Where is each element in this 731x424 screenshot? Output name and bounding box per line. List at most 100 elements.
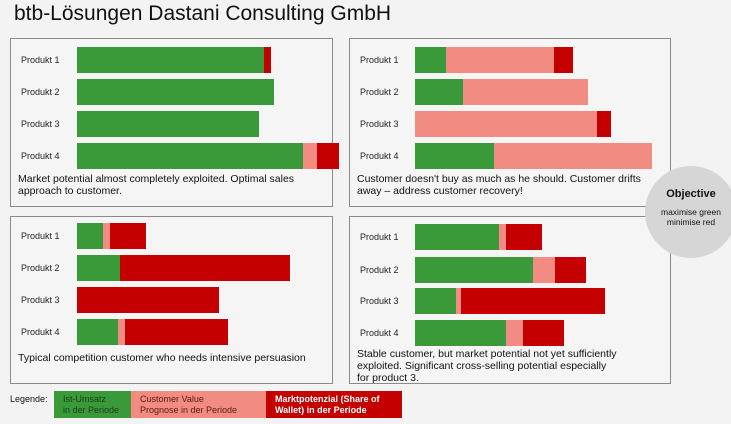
- bar-segment-customer-value: [456, 288, 461, 314]
- product-label: Produkt 2: [360, 87, 399, 97]
- legend-item-market-potential-line-2: Wallet) in der Periode: [275, 405, 367, 415]
- stacked-bar: [77, 143, 339, 169]
- stacked-bar: [415, 47, 573, 73]
- product-label: Produkt 2: [21, 263, 60, 273]
- bar-segment-actual-sales: [77, 223, 103, 249]
- product-row: Produkt 4: [11, 143, 339, 169]
- bar-segment-customer-value: [415, 111, 597, 137]
- bar-segment-market-potential: [554, 47, 573, 73]
- product-row: Produkt 1: [11, 47, 332, 73]
- bar-segment-actual-sales: [77, 319, 118, 345]
- product-label: Produkt 2: [360, 265, 399, 275]
- panel-caption: Customer doesn't buy as much as he shoul…: [357, 173, 641, 197]
- quadrant-panel: Produkt 1 Produkt 2 Produkt 3 Produkt 4 Mark…: [10, 38, 339, 207]
- quadrant-panel: Produkt 1 Produkt 2 Produkt 3 Produkt 4 Cust…: [349, 38, 671, 207]
- product-row: Produkt 2: [11, 79, 332, 105]
- product-row: Produkt 2: [350, 257, 670, 283]
- product-row: Produkt 1: [350, 224, 670, 250]
- product-label: Produkt 3: [21, 295, 60, 305]
- stacked-bar: [415, 257, 586, 283]
- product-label: Produkt 1: [360, 55, 399, 65]
- stacked-bar: [415, 143, 652, 169]
- stacked-bar: [415, 79, 588, 105]
- product-label: Produkt 1: [21, 231, 60, 241]
- panel-caption: Typical competition customer who needs i…: [18, 352, 306, 364]
- bar-segment-actual-sales: [77, 79, 274, 105]
- bar-segment-market-potential: [461, 288, 605, 314]
- product-label: Produkt 4: [360, 328, 399, 338]
- bar-segment-actual-sales: [77, 111, 259, 137]
- product-label: Produkt 3: [360, 119, 399, 129]
- bar-segment-actual-sales: [415, 257, 533, 283]
- stacked-bar: [77, 319, 228, 345]
- stacked-bar: [77, 79, 274, 105]
- stacked-bar: [415, 320, 564, 346]
- legend-label: Legende:: [10, 394, 48, 404]
- bar-segment-market-potential: [125, 319, 228, 345]
- objective-line-1: maximise green: [661, 207, 721, 217]
- bar-segment-actual-sales: [415, 224, 499, 250]
- bar-segment-actual-sales: [415, 320, 506, 346]
- bar-segment-actual-sales: [415, 47, 446, 73]
- bar-segment-actual-sales: [77, 255, 120, 281]
- bar-segment-market-potential: [597, 111, 611, 137]
- quadrant-panel: Produkt 1 Produkt 2 Produkt 3 Produkt 4 Stab…: [349, 216, 671, 384]
- product-row: Produkt 4: [350, 320, 670, 346]
- legend-item-customer-value-line-2: Prognose in der Periode: [140, 405, 238, 415]
- product-row: Produkt 3: [11, 111, 332, 137]
- stacked-bar: [77, 111, 259, 137]
- product-label: Produkt 1: [21, 55, 60, 65]
- bar-segment-market-potential: [317, 143, 339, 169]
- objective-heading: Objective: [666, 188, 716, 200]
- stacked-bar: [415, 111, 611, 137]
- stacked-bar: [77, 47, 271, 73]
- product-row: Produkt 1: [350, 47, 670, 73]
- panel-caption: Stable customer, but market potential no…: [357, 348, 617, 384]
- legend-item-market-potential: Marktpotenzial (Share of Wallet) in der …: [266, 391, 402, 418]
- bar-segment-actual-sales: [415, 288, 456, 314]
- product-row: Produkt 2: [11, 255, 332, 281]
- product-row: Produkt 1: [11, 223, 332, 249]
- bar-segment-actual-sales: [415, 143, 494, 169]
- objective-line-2: minimise red: [666, 217, 716, 227]
- bar-segment-customer-value: [103, 223, 110, 249]
- product-row: Produkt 3: [350, 111, 670, 137]
- bar-segment-customer-value: [118, 319, 125, 345]
- product-row: Produkt 3: [11, 287, 332, 313]
- bar-segment-market-potential: [120, 255, 290, 281]
- product-row: Produkt 3: [350, 288, 670, 314]
- panel-caption: Market potential almost completely explo…: [18, 173, 295, 197]
- bar-segment-market-potential: [555, 257, 586, 283]
- page-title: btb-Lösungen Dastani Consulting GmbH: [14, 2, 392, 25]
- stacked-bar: [415, 288, 605, 314]
- product-row: Produkt 4: [350, 143, 670, 169]
- stacked-bar: [77, 255, 290, 281]
- product-label: Produkt 4: [21, 151, 60, 161]
- legend-item-actual-sales-line-1: Ist-Umsatz: [63, 394, 107, 404]
- legend-item-actual-sales-line-2: in der Periode: [63, 405, 120, 415]
- bar-segment-customer-value: [446, 47, 554, 73]
- bar-segment-market-potential: [77, 287, 219, 313]
- quadrant-panel: Produkt 1 Produkt 2 Produkt 3 Produkt 4 Typi…: [10, 216, 333, 384]
- bar-segment-market-potential: [523, 320, 564, 346]
- bar-segment-market-potential: [264, 47, 271, 73]
- legend-item-actual-sales: Ist-Umsatz in der Periode: [54, 391, 131, 418]
- bar-segment-actual-sales: [415, 79, 463, 105]
- product-label: Produkt 3: [21, 119, 60, 129]
- bar-segment-customer-value: [533, 257, 555, 283]
- stacked-bar: [77, 223, 146, 249]
- objective-circle: Objective maximise green minimise red: [645, 166, 731, 258]
- bar-segment-customer-value: [506, 320, 523, 346]
- product-label: Produkt 3: [360, 296, 399, 306]
- stacked-bar: [415, 224, 542, 250]
- bar-segment-market-potential: [110, 223, 146, 249]
- product-label: Produkt 4: [21, 327, 60, 337]
- bar-segment-customer-value: [463, 79, 588, 105]
- product-label: Produkt 4: [360, 151, 399, 161]
- bar-segment-actual-sales: [77, 143, 303, 169]
- legend-item-customer-value: Customer Value Prognose in der Periode: [131, 391, 266, 418]
- bar-segment-customer-value: [303, 143, 317, 169]
- bar-segment-customer-value: [494, 143, 652, 169]
- product-row: Produkt 4: [11, 319, 332, 345]
- legend-item-market-potential-line-1: Marktpotenzial (Share of: [275, 394, 380, 404]
